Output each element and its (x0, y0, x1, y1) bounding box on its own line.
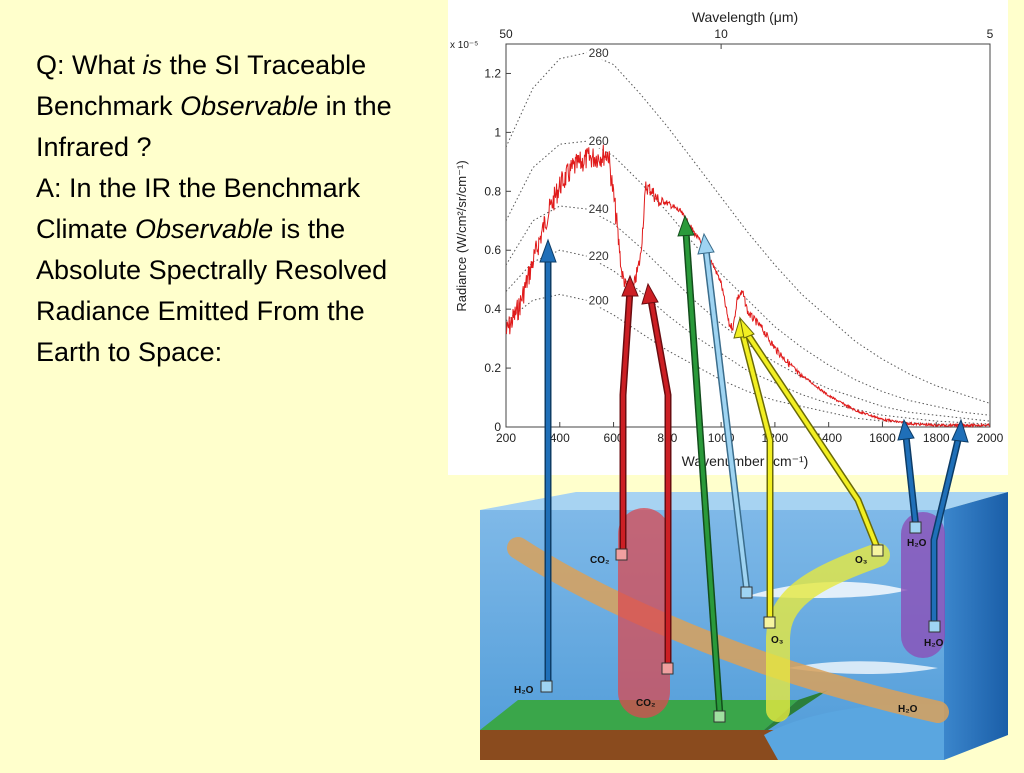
box-right-face (944, 492, 1008, 760)
arrow-co2-low (649, 299, 670, 668)
x-tick-label: 1800 (923, 431, 950, 445)
label-co2-bottom: CO₂ (636, 698, 655, 709)
chart-panel (448, 0, 1008, 475)
y-tick-label: 0.2 (484, 361, 501, 375)
arrow-co2-low-head (641, 282, 659, 305)
h2o-band (507, 537, 949, 723)
ocean-surface (764, 704, 944, 760)
planck-label-bg (586, 45, 613, 60)
slide-text: Q: What is the SI Traceable Benchmark Ob… (36, 45, 436, 373)
arrow-o3-high-head (739, 316, 755, 339)
emission-arrows (539, 214, 969, 717)
marker-h2o-upper (909, 521, 922, 534)
answer-text: A: In the IR the Benchmark Climate Obser… (36, 168, 436, 373)
planck-label-280: 280 (589, 46, 609, 60)
arrow-o3-high (746, 333, 880, 551)
planck-label-240: 240 (589, 202, 609, 216)
planck-label-bg (586, 201, 613, 216)
planck-label-bg (586, 293, 613, 308)
marker-co2-low (661, 662, 674, 675)
spectrum-line (505, 144, 991, 429)
o3-band (766, 543, 890, 722)
arrow-co2-mid (621, 289, 632, 555)
plot-frame (505, 43, 991, 428)
arrow-surface (684, 231, 722, 717)
label-h2o-bottom-right: H₂O (898, 704, 918, 715)
top-axis-label: Wavelength (μm) (692, 9, 798, 25)
question-text: Q: What is the SI Traceable Benchmark Ob… (36, 45, 436, 168)
arrow-h2o-upper-head (897, 418, 915, 441)
planck-label-260: 260 (589, 134, 609, 148)
x-tick-label: 2000 (977, 431, 1004, 445)
y-tick-label: 1.2 (484, 66, 501, 80)
question-prefix: Q: What (36, 50, 143, 80)
question-emphasis-observable: Observable (180, 91, 319, 121)
y-tick-label: 0.4 (484, 302, 501, 316)
cloud-lower (788, 661, 938, 674)
marker-cloud (740, 586, 753, 599)
observed-spectrum (505, 144, 991, 429)
y-exponent: x 10⁻⁵ (450, 40, 478, 51)
marker-o3-low (763, 616, 776, 629)
arrow-h2o-left-head (539, 238, 557, 263)
x-tick-label: 1600 (869, 431, 896, 445)
planck-label-bg (586, 134, 613, 149)
marker-surface (713, 710, 726, 723)
arrow-co2-mid-head (621, 274, 639, 297)
answer-prefix: A: In the IR the Benchmark Climate (36, 173, 361, 244)
top-tick-label: 50 (499, 27, 513, 41)
arrow-o3-low (741, 334, 772, 620)
planck-label-bg (586, 249, 613, 264)
label-o3-mid: O₃ (771, 635, 784, 646)
top-axis-ticks: 50 10 5 (499, 27, 994, 49)
label-co2-mid: CO₂ (590, 555, 609, 566)
label-o3-top: O₃ (855, 555, 868, 566)
arrow-cloud-head (697, 232, 715, 255)
question-suffix: in the Infrared ? (36, 91, 392, 162)
atmosphere-labels: CO₂ CO₂ O₃ O₃ H₂O H₂O H₂O H₂O (514, 538, 944, 715)
y-tick-label: 0.6 (484, 243, 501, 257)
top-tick-label: 10 (714, 27, 728, 41)
planck-label-200: 200 (589, 293, 609, 307)
label-h2o-right-mid: H₂O (924, 638, 944, 649)
atmosphere-box (480, 492, 1008, 760)
marker-h2o-lower (928, 620, 941, 633)
arrow-h2o-lower-head (951, 418, 969, 443)
x-axis-ticks: 200 400 600 800 1000 1200 1400 1600 1800 2000 (496, 422, 1004, 445)
answer-suffix: is the Absolute Spectrally Resolved Radi… (36, 214, 388, 367)
y-tick-label: 0.8 (484, 184, 501, 198)
x-tick-label: 600 (604, 431, 624, 445)
y-tick-label: 1 (494, 125, 501, 139)
planck-labels: 280 260 240 220 200 (586, 45, 613, 308)
figure-svg: Wavelength (μm) 50 10 5 x 10⁻⁵ Radiance (W… (448, 0, 1008, 760)
planck-label-220: 220 (589, 249, 609, 263)
question-middle: the SI Traceable Benchmark (36, 50, 367, 121)
marker-o3-high (871, 544, 884, 557)
question-emphasis-is: is (142, 50, 163, 80)
arrow-h2o-lower (932, 435, 961, 625)
answer-emphasis-observable: Observable (135, 214, 274, 244)
x-tick-label: 400 (550, 431, 570, 445)
molecule-markers (540, 521, 941, 723)
x-axis-label: Wavenumber (cm⁻¹) (682, 453, 809, 469)
co2-column (618, 508, 670, 718)
label-h2o-right-top: H₂O (907, 538, 927, 549)
box-top-face (480, 492, 1008, 510)
radiance-figure: Wavelength (μm) 50 10 5 x 10⁻⁵ Radiance (W… (448, 0, 1008, 768)
y-axis-label: Radiance (W/cm²/sr/cm⁻¹) (454, 160, 469, 311)
top-tick-label: 5 (987, 27, 994, 41)
marker-h2o-left (540, 680, 553, 693)
arrow-surface-head (677, 214, 695, 237)
arrow-h2o-upper (904, 435, 918, 529)
arrow-cloud (704, 249, 749, 593)
y-tick-label: 0 (494, 420, 501, 434)
marker-co2-mid (615, 548, 628, 561)
y-axis-ticks: 0 0.2 0.4 0.6 0.8 1 1.2 (484, 66, 511, 434)
soil-layer (480, 730, 790, 760)
x-tick-label: 200 (496, 431, 516, 445)
label-h2o-left: H₂O (514, 685, 534, 696)
